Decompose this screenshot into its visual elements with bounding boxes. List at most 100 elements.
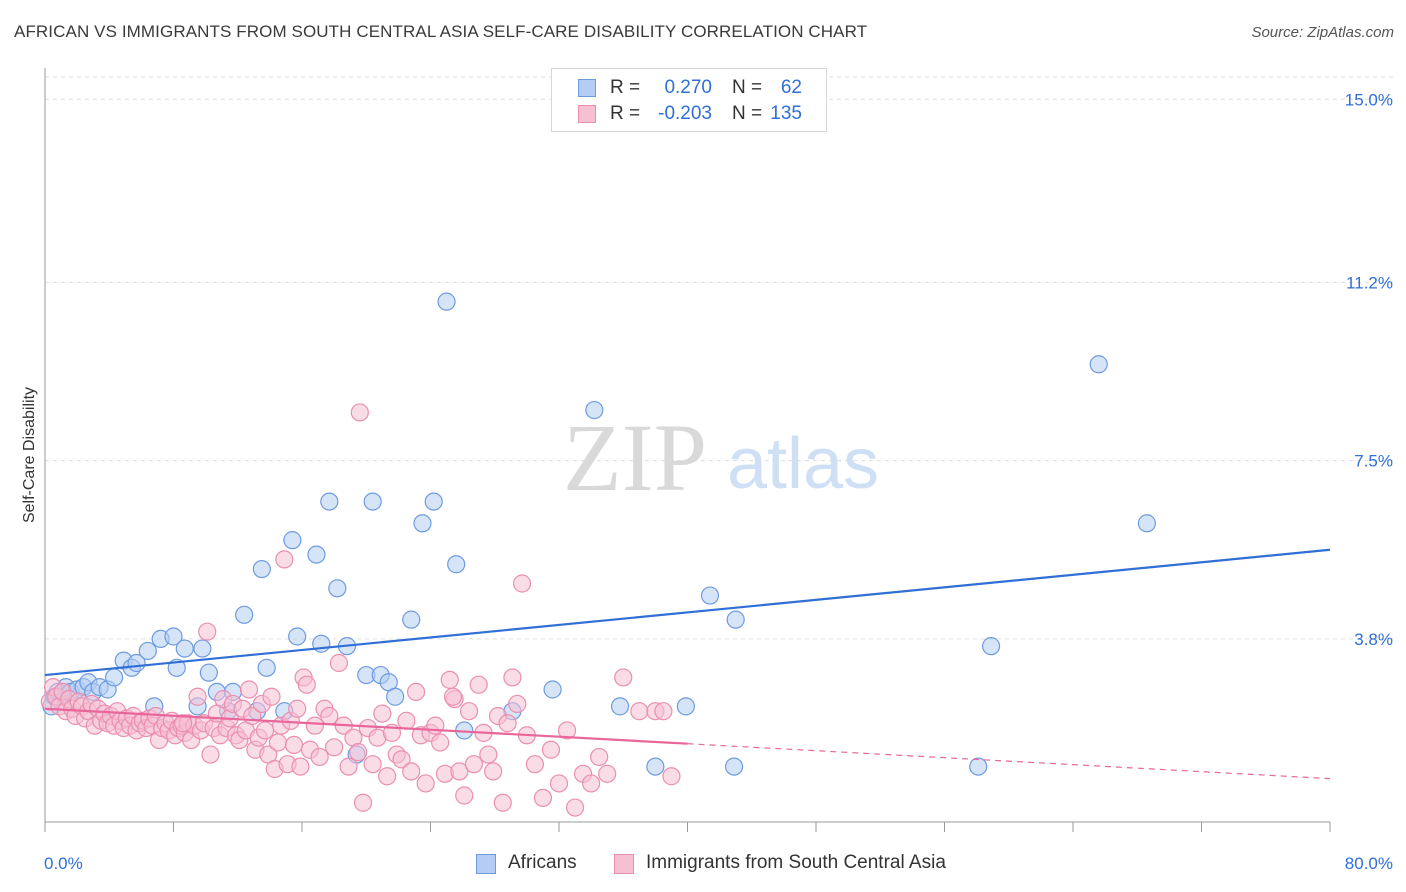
africans-point xyxy=(1089,355,1108,374)
africans-point xyxy=(610,697,630,716)
immigrants-point xyxy=(614,668,633,687)
immigrants-point xyxy=(426,716,445,735)
x-tick-label-min: 0.0% xyxy=(44,854,83,873)
africans-point xyxy=(543,680,562,699)
immigrants-point xyxy=(288,699,307,718)
n-value: 135 xyxy=(770,103,802,124)
africans-point xyxy=(199,663,218,682)
immigrants-point xyxy=(565,798,585,817)
immigrants-point xyxy=(525,755,545,774)
immigrants-point xyxy=(353,793,373,812)
n-label: N = xyxy=(732,77,763,98)
immigrants-point xyxy=(541,740,561,759)
immigrants-point xyxy=(503,668,522,687)
r-label: R = xyxy=(610,103,641,124)
immigrants-point xyxy=(349,743,368,762)
africans-point xyxy=(726,610,745,629)
watermark-zip: ZIP xyxy=(563,404,707,511)
legend-label: Immigrants from South Central Asia xyxy=(646,852,946,873)
immigrants-point xyxy=(630,702,649,721)
immigrants-point xyxy=(255,721,275,740)
immigrants-point xyxy=(378,767,397,786)
x-tick-label-max: 80.0% xyxy=(1345,854,1393,873)
immigrants-point xyxy=(455,786,474,805)
stats-legend: R = 0.270 N = 62 R = -0.203 N = 135 xyxy=(551,68,827,132)
r-value: -0.203 xyxy=(658,103,712,124)
immigrants-point xyxy=(291,757,310,776)
y-axis-label: Self-Care Disability xyxy=(21,387,38,523)
series-africans-points xyxy=(42,292,1156,776)
africans-point xyxy=(175,639,194,658)
immigrants-swatch xyxy=(578,105,596,123)
africans-point xyxy=(193,639,212,658)
africans-point xyxy=(386,687,405,706)
immigrants-point xyxy=(464,755,483,774)
immigrants-point xyxy=(325,738,344,757)
immigrants-trend-line xyxy=(44,707,688,745)
immigrants-point xyxy=(598,764,617,783)
africans-point xyxy=(138,641,157,661)
africans-point xyxy=(164,627,183,646)
chart-title: AFRICAN VS IMMIGRANTS FROM SOUTH CENTRAL… xyxy=(14,22,868,41)
immigrants-point xyxy=(431,733,450,752)
immigrants-point xyxy=(533,788,553,808)
immigrants-point xyxy=(198,622,217,641)
r-label: R = xyxy=(610,77,641,98)
africans-point xyxy=(257,658,276,677)
immigrants-point xyxy=(479,745,498,764)
y-tick-label: 15.0% xyxy=(1345,90,1393,109)
immigrants-point xyxy=(498,714,517,733)
immigrants-point xyxy=(450,762,469,781)
legend-label: Africans xyxy=(508,852,577,873)
y-tick-label: 11.2% xyxy=(1346,273,1393,292)
n-value: 62 xyxy=(780,77,802,98)
africans-point xyxy=(104,668,124,687)
watermark: ZIP atlas xyxy=(563,404,879,511)
immigrants-point xyxy=(469,675,488,694)
immigrants-point xyxy=(549,774,569,793)
africans-point xyxy=(646,757,665,776)
africans-point xyxy=(288,627,307,646)
immigrants-point xyxy=(305,716,324,735)
immigrants-point xyxy=(373,704,392,723)
africans-point xyxy=(328,579,347,598)
immigrants-point xyxy=(662,767,681,786)
africans-point xyxy=(676,697,695,716)
africans-point xyxy=(981,637,1001,656)
immigrants-point xyxy=(493,793,512,812)
africans-point xyxy=(1137,514,1156,533)
immigrants-point xyxy=(320,706,339,726)
immigrants-point xyxy=(329,653,349,673)
immigrants-point xyxy=(188,687,207,706)
africans-point xyxy=(307,545,326,564)
immigrants-point xyxy=(402,762,421,781)
y-tick-label: 3.8% xyxy=(1354,630,1393,649)
immigrants-point xyxy=(654,702,673,721)
immigrants-point xyxy=(406,682,426,702)
n-label: N = xyxy=(732,103,763,124)
stats-row-africans: R = 0.270 N = 62 xyxy=(552,76,826,100)
immigrants-point xyxy=(275,550,294,569)
immigrants-point xyxy=(512,574,532,593)
immigrants-point xyxy=(508,694,527,714)
series-immigrants-points xyxy=(40,403,681,817)
immigrants-point xyxy=(392,750,411,769)
trend-lines xyxy=(44,548,1331,780)
immigrants-point xyxy=(350,403,369,422)
immigrants-point xyxy=(397,711,416,730)
africans-point xyxy=(402,610,421,629)
watermark-atlas: atlas xyxy=(727,424,879,504)
immigrants-point xyxy=(201,745,220,764)
africans-point xyxy=(724,757,744,776)
immigrants-point xyxy=(310,747,329,767)
africans-point xyxy=(320,492,339,511)
tick-labels: 3.8% 7.5% 11.2% 15.0% 0.0% 80.0% xyxy=(44,90,1393,873)
y-axis-label-group: Self-Care Disability xyxy=(21,387,38,523)
africans-point xyxy=(283,531,302,550)
africans-point xyxy=(585,400,604,420)
gridlines xyxy=(45,76,1395,640)
immigrants-point xyxy=(284,735,304,755)
immigrants-point xyxy=(297,675,316,694)
stats-row-immigrants: R = -0.203 N = 135 xyxy=(552,102,826,126)
